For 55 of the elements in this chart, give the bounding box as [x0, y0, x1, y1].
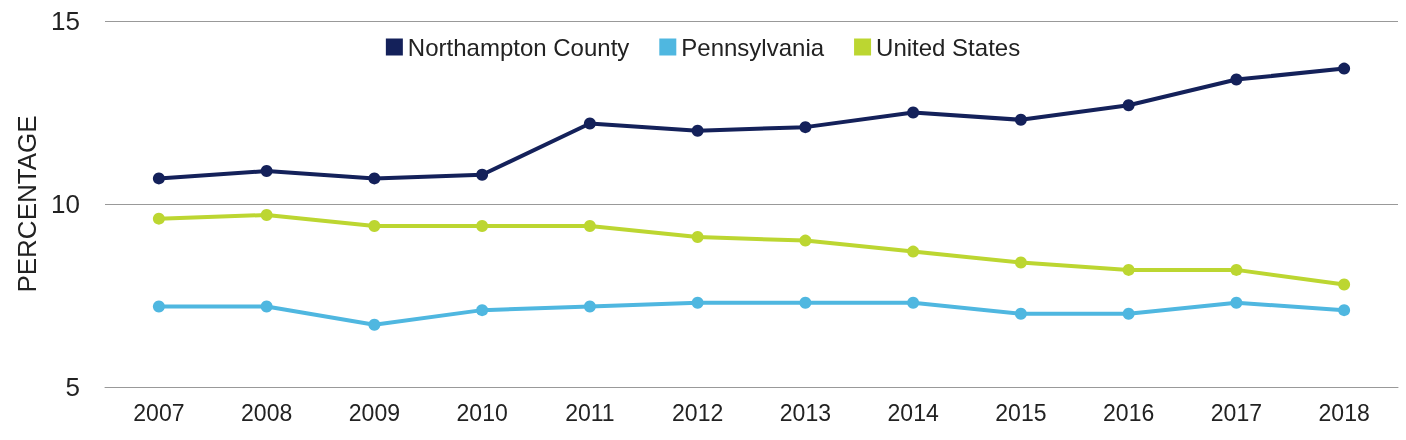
point: [1338, 278, 1351, 291]
point: [907, 245, 920, 258]
y-tick-label: 15: [51, 6, 80, 36]
point: [152, 212, 165, 225]
point: [260, 300, 273, 313]
point: [799, 234, 812, 247]
legend-label: Pennsylvania: [681, 33, 825, 61]
point: [152, 300, 165, 313]
point: [1230, 263, 1243, 276]
point: [1122, 99, 1135, 112]
point: [907, 296, 920, 309]
point: [368, 219, 381, 232]
x-tick-label: 2009: [348, 399, 400, 426]
point: [260, 208, 273, 221]
point: [1230, 296, 1243, 309]
x-tick-label: 2008: [241, 399, 293, 426]
point: [691, 124, 704, 137]
x-tick-label: 2012: [672, 399, 724, 426]
x-tick-label: 2007: [133, 399, 185, 426]
point: [907, 106, 920, 119]
point: [1122, 307, 1135, 320]
point: [1122, 263, 1135, 276]
point: [1230, 73, 1243, 86]
point: [368, 318, 381, 331]
legend-label: Northampton County: [407, 33, 630, 61]
point: [1014, 307, 1027, 320]
x-tick-label: 2011: [565, 399, 615, 426]
x-tick-label: 2013: [779, 399, 831, 426]
point: [583, 117, 596, 130]
point: [476, 168, 489, 181]
y-axis-title: PERCENTAGE: [12, 115, 42, 293]
point: [691, 230, 704, 243]
point: [583, 300, 596, 313]
x-tick-label: 2014: [887, 399, 939, 426]
point: [260, 165, 273, 178]
legend-label: United States: [876, 33, 1021, 61]
point: [799, 121, 812, 134]
x-tick-label: 2017: [1210, 399, 1262, 426]
point: [476, 219, 489, 232]
point: [583, 219, 596, 232]
point: [691, 296, 704, 309]
point: [1014, 113, 1027, 126]
point: [1014, 256, 1027, 269]
point: [152, 172, 165, 185]
x-tick-label: 2010: [456, 399, 508, 426]
point: [799, 296, 812, 309]
x-tick-label: 2018: [1318, 399, 1370, 426]
y-tick-label: 5: [65, 372, 80, 402]
x-tick-label: 2015: [995, 399, 1047, 426]
point: [476, 304, 489, 317]
point: [368, 172, 381, 185]
y-tick-label: 10: [51, 189, 80, 219]
point: [1338, 304, 1351, 317]
x-tick-label: 2016: [1103, 399, 1155, 426]
point: [1338, 62, 1351, 75]
